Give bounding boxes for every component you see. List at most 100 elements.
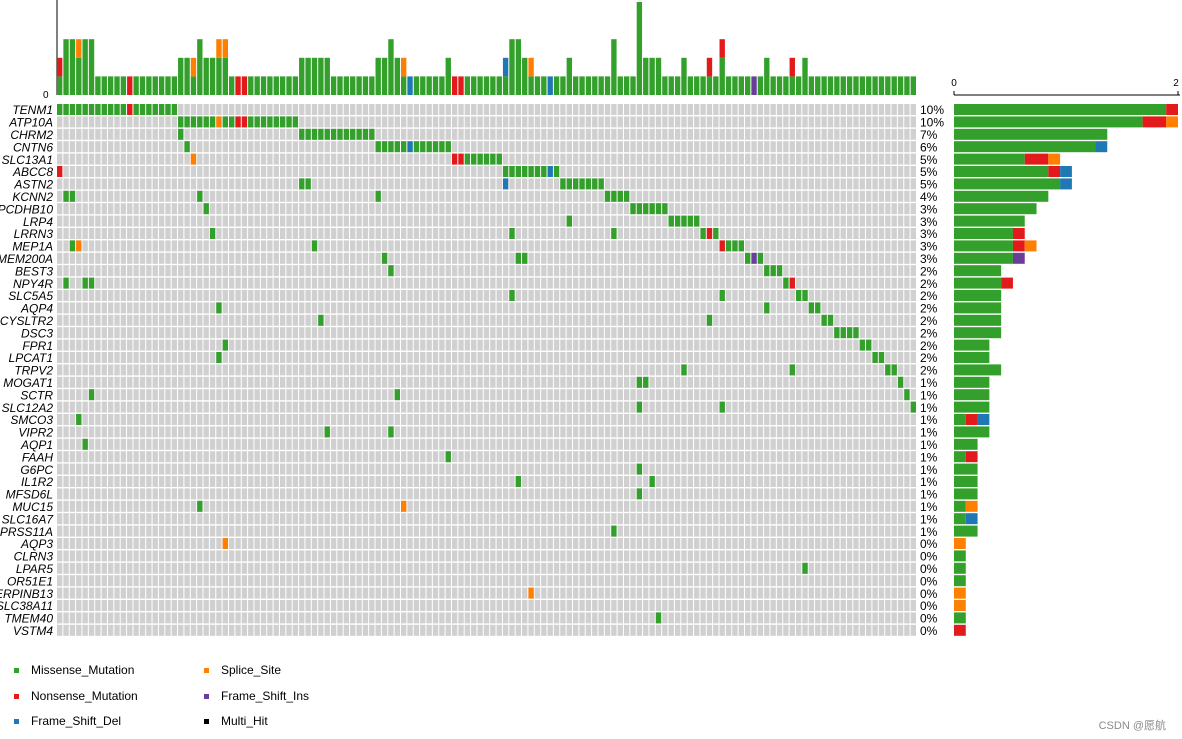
- grid-cell: [636, 414, 643, 425]
- grid-cell: [694, 178, 700, 190]
- grid-cell: [190, 414, 197, 425]
- grid-cell: [222, 153, 228, 165]
- grid-cell: [216, 190, 222, 202]
- grid-cell: [426, 339, 432, 351]
- grid-cell: [560, 228, 566, 239]
- grid-cell: [783, 141, 789, 153]
- grid-cell: [490, 128, 496, 140]
- grid-cell: [413, 215, 420, 227]
- grid-cell: [311, 302, 318, 314]
- grid-cell: [152, 500, 158, 512]
- grid-cell: [821, 327, 827, 339]
- grid-cell: [324, 116, 330, 128]
- grid-cell: [401, 277, 407, 289]
- grid-cell: [114, 116, 120, 128]
- grid-cell: [592, 463, 598, 475]
- grid-cell: [522, 426, 528, 438]
- grid-cell: [604, 178, 611, 190]
- grid-cell: [369, 240, 375, 252]
- grid-cell: [279, 190, 286, 202]
- grid-cell: [222, 190, 228, 202]
- grid-cell: [458, 228, 464, 239]
- grid-cell: [426, 228, 432, 239]
- grid-cell: [362, 178, 369, 190]
- grid-cell: [133, 228, 139, 239]
- grid-cell: [579, 476, 585, 487]
- grid-cell: [522, 389, 528, 401]
- grid-cell: [821, 438, 827, 450]
- grid-cell: [229, 153, 235, 165]
- grid-cell: [509, 389, 515, 401]
- grid-cell: [413, 525, 420, 537]
- grid-cell: [381, 488, 388, 500]
- grid-cell: [222, 290, 228, 301]
- grid-cell: [152, 488, 158, 500]
- grid-cell: [649, 538, 655, 549]
- grid-cell: [687, 178, 694, 190]
- grid-cell: [483, 401, 490, 413]
- grid-cell: [82, 339, 88, 351]
- grid-cell: [356, 178, 362, 190]
- grid-cell: [694, 116, 700, 128]
- grid-cell: [260, 265, 267, 277]
- grid-cell: [267, 438, 273, 450]
- grid-cell: [394, 451, 400, 463]
- grid-cell: [783, 550, 789, 562]
- grid-cell: [745, 190, 751, 202]
- grid-cell: [764, 426, 770, 438]
- grid-cell: [299, 116, 305, 128]
- grid-cell: [674, 376, 681, 388]
- grid-cell: [165, 389, 171, 401]
- grid-cell: [432, 314, 439, 326]
- grid-cell: [343, 352, 350, 363]
- grid-cell: [674, 438, 681, 450]
- grid-cell: [458, 550, 464, 562]
- grid-cell: [451, 128, 458, 140]
- grid-cell: [362, 401, 369, 413]
- grid-cell: [235, 277, 241, 289]
- grid-cell: [757, 513, 764, 525]
- grid-cell: [834, 178, 840, 190]
- grid-cell: [324, 364, 330, 376]
- grid-cell: [439, 389, 445, 401]
- grid-cell: [611, 141, 617, 153]
- grid-cell: [776, 252, 783, 264]
- grid-cell: [267, 376, 273, 388]
- grid-cell: [560, 128, 566, 140]
- grid-cell: [789, 538, 795, 549]
- grid-cell: [127, 128, 133, 140]
- grid-cell: [107, 141, 114, 153]
- grid-cell: [305, 302, 311, 314]
- grid-cell: [802, 401, 808, 413]
- grid-cell: [502, 265, 509, 277]
- grid-cell: [566, 302, 572, 314]
- grid-cell: [267, 339, 273, 351]
- grid-cell: [802, 476, 808, 487]
- grid-cell: [872, 389, 878, 401]
- grid-cell: [426, 277, 432, 289]
- grid-cell: [522, 327, 528, 339]
- grid-cell: [573, 376, 579, 388]
- grid-cell: [407, 339, 413, 351]
- grid-cell: [388, 178, 394, 190]
- grid-cell: [687, 513, 694, 525]
- grid-cell: [795, 364, 802, 376]
- grid-cell: [216, 128, 222, 140]
- grid-cell: [509, 215, 515, 227]
- grid-cell: [834, 141, 840, 153]
- grid-cell: [69, 414, 76, 425]
- grid-cell: [178, 104, 184, 115]
- grid-cell: [846, 451, 853, 463]
- grid-cell: [439, 401, 445, 413]
- grid-cell: [101, 178, 107, 190]
- grid-cell: [827, 389, 834, 401]
- grid-cell: [158, 352, 165, 363]
- grid-cell: [381, 538, 388, 549]
- grid-cell: [146, 290, 152, 301]
- grid-cell: [560, 513, 566, 525]
- grid-cell: [197, 265, 203, 277]
- grid-cell: [318, 451, 324, 463]
- grid-cell: [82, 265, 88, 277]
- grid-cell: [381, 203, 388, 215]
- grid-cell: [426, 252, 432, 264]
